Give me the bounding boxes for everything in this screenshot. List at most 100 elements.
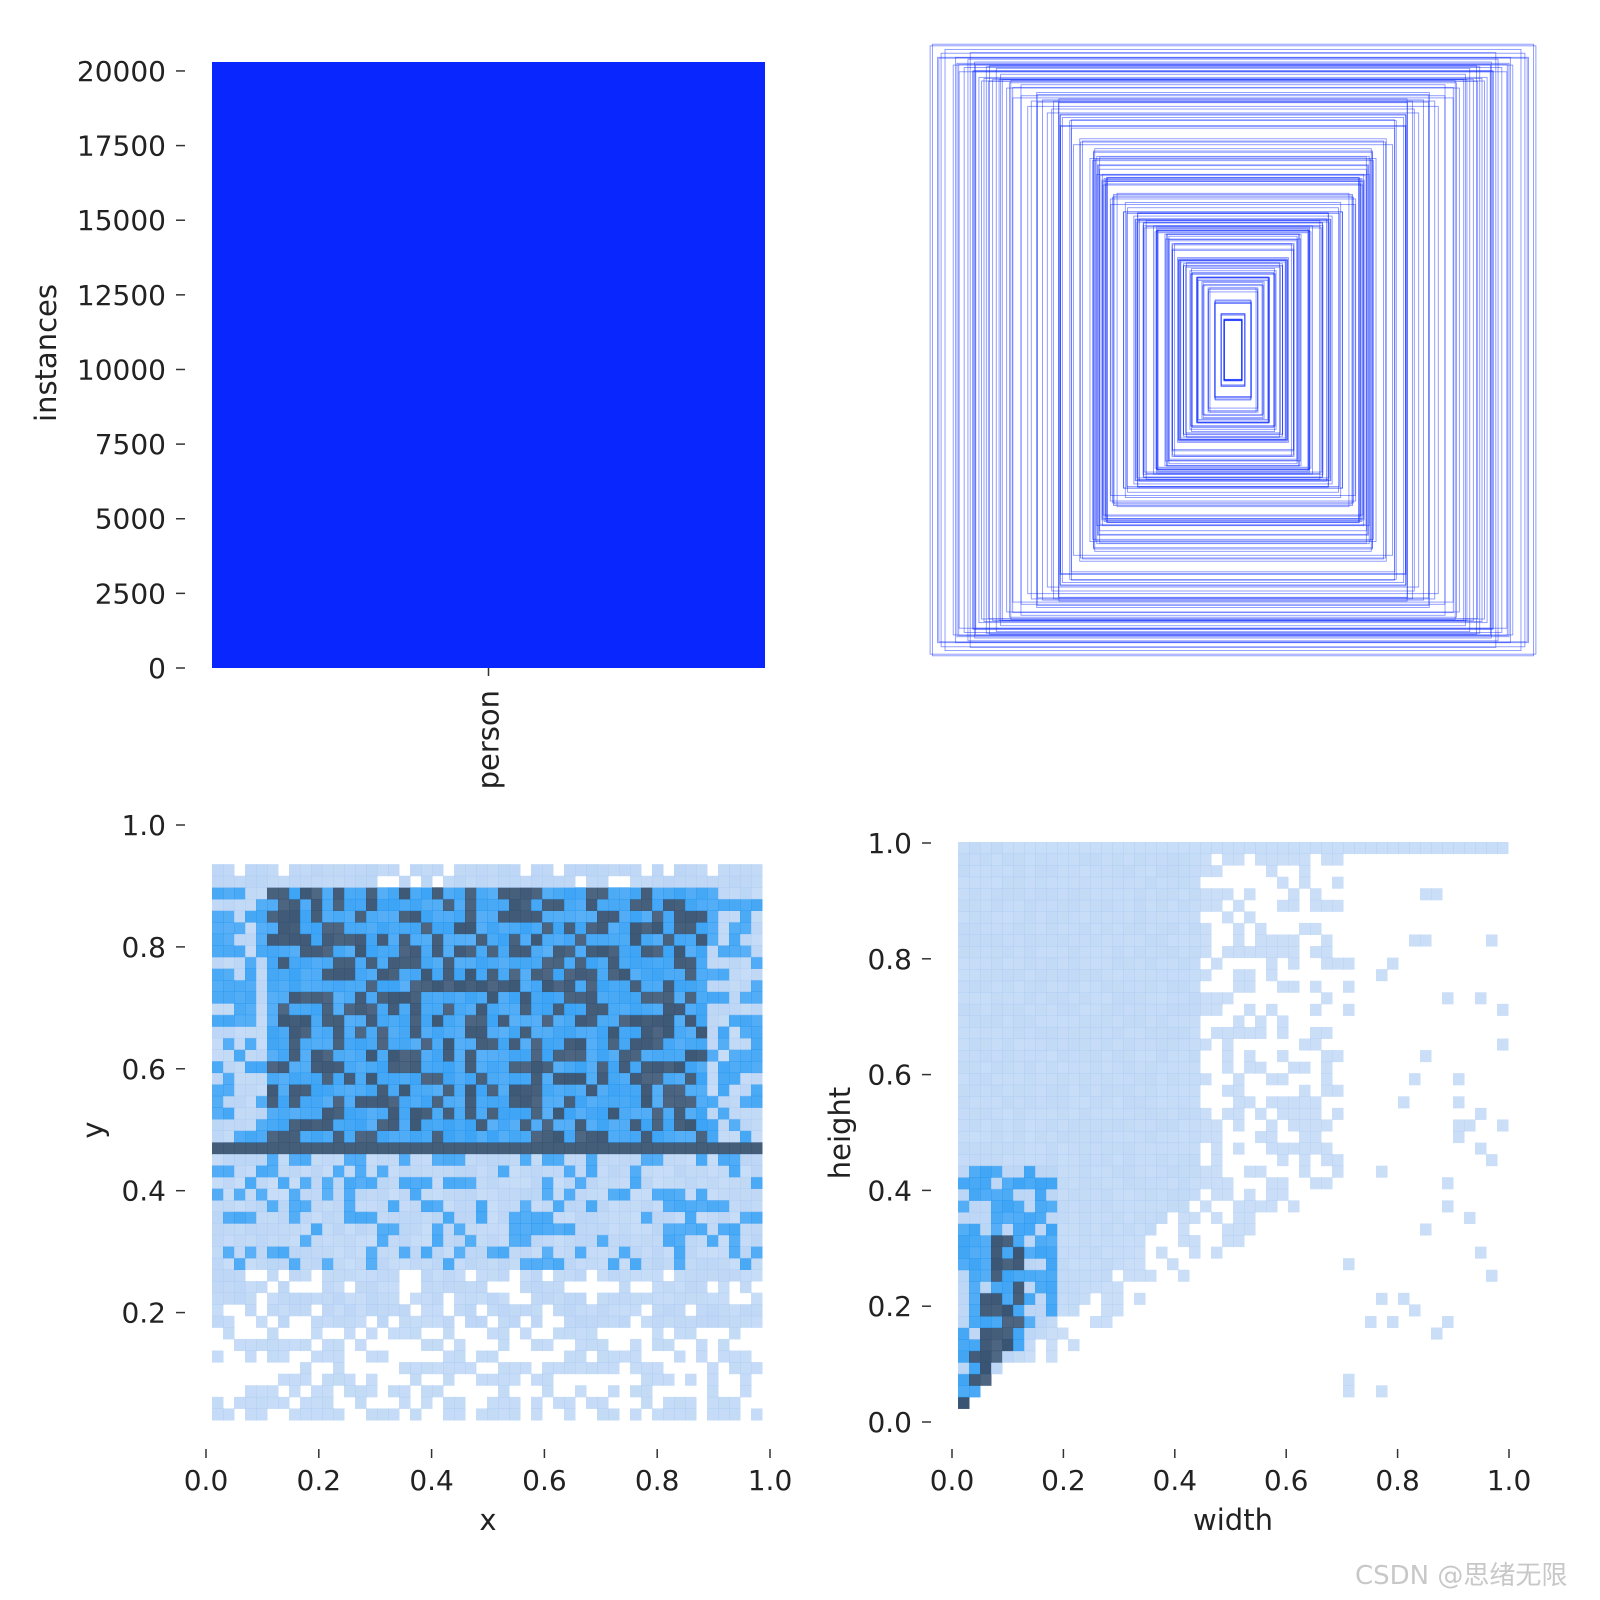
heatmap-cell bbox=[498, 1130, 510, 1143]
heatmap-cell bbox=[696, 1014, 708, 1027]
heatmap-cell bbox=[575, 1269, 587, 1282]
heatmap-cell bbox=[256, 1408, 268, 1421]
heatmap-cell bbox=[652, 1165, 664, 1178]
heatmap-cell bbox=[1431, 1327, 1443, 1340]
heatmap-cell bbox=[256, 1338, 268, 1352]
heatmap-cell bbox=[1288, 888, 1300, 901]
heatmap-cell bbox=[1310, 922, 1322, 935]
heatmap-cell bbox=[1035, 1107, 1047, 1120]
heatmap-cell bbox=[586, 1396, 598, 1409]
heatmap-cell bbox=[1310, 1026, 1322, 1040]
heatmap-cell bbox=[487, 1084, 499, 1097]
heatmap-cell bbox=[1002, 865, 1014, 878]
heatmap-cell bbox=[608, 1211, 620, 1224]
heatmap-cell bbox=[388, 1223, 400, 1236]
heatmap-cell bbox=[1101, 1211, 1113, 1224]
heatmap-cell bbox=[652, 968, 664, 981]
heatmap-cell bbox=[399, 1362, 411, 1375]
heatmap-cell bbox=[300, 1223, 312, 1236]
heatmap-cell bbox=[1134, 992, 1146, 1005]
heatmap-cell bbox=[619, 1257, 631, 1270]
heatmap-cell bbox=[322, 1223, 334, 1236]
heatmap-cell bbox=[1420, 888, 1432, 901]
heatmap-cell bbox=[1035, 957, 1047, 970]
heatmap-cell bbox=[696, 1211, 708, 1224]
heatmap-cell bbox=[1420, 1050, 1432, 1063]
bounding-box-overlay-chart bbox=[929, 43, 1537, 657]
heatmap-cell bbox=[322, 1153, 334, 1166]
heatmap-cell bbox=[1189, 946, 1201, 959]
heatmap-cell bbox=[1090, 957, 1102, 970]
heatmap-cell bbox=[1002, 1084, 1014, 1097]
heatmap-cell bbox=[663, 1281, 675, 1294]
heatmap-cell bbox=[520, 1199, 532, 1213]
heatmap-cell bbox=[1112, 1235, 1124, 1248]
y-tick-label: 0.4 bbox=[867, 1174, 912, 1207]
heatmap-cell bbox=[245, 991, 257, 1004]
heatmap-cell bbox=[696, 979, 708, 993]
heatmap-cell bbox=[498, 1107, 510, 1120]
heatmap-cell bbox=[586, 1165, 598, 1178]
heatmap-cell bbox=[333, 864, 345, 877]
heatmap-cell bbox=[718, 875, 730, 888]
heatmap-cell bbox=[1057, 946, 1069, 959]
heatmap-cell bbox=[575, 1153, 587, 1166]
heatmap-cell bbox=[969, 1188, 981, 1201]
heatmap-cell bbox=[1442, 1200, 1454, 1213]
heatmap-cell bbox=[421, 1269, 433, 1282]
heatmap-cell bbox=[1233, 1200, 1245, 1213]
heatmap-cell bbox=[212, 1257, 224, 1270]
heatmap-cell bbox=[300, 1199, 312, 1213]
heatmap-cell bbox=[1167, 922, 1179, 935]
heatmap-cell bbox=[388, 1327, 400, 1340]
heatmap-cell bbox=[1112, 1258, 1124, 1271]
heatmap-cell bbox=[718, 887, 730, 900]
heatmap-cell bbox=[630, 887, 642, 900]
bbox-outline bbox=[1203, 284, 1263, 416]
heatmap-cell bbox=[212, 1315, 224, 1328]
heatmap-cell bbox=[1222, 946, 1234, 959]
heatmap-cell bbox=[1167, 1038, 1179, 1051]
heatmap-cell bbox=[575, 1084, 587, 1097]
heatmap-cell bbox=[476, 1234, 488, 1247]
heatmap-cell bbox=[751, 1037, 763, 1050]
heatmap-cell bbox=[641, 1118, 653, 1131]
heatmap-cell bbox=[399, 1003, 411, 1016]
heatmap-cell bbox=[1090, 1026, 1102, 1040]
heatmap-cell bbox=[1057, 1281, 1069, 1294]
heatmap-cell bbox=[234, 1396, 246, 1409]
heatmap-cell bbox=[289, 1084, 301, 1097]
heatmap-cell bbox=[1288, 1061, 1300, 1074]
heatmap-cell bbox=[1244, 1165, 1256, 1178]
heatmap-cell bbox=[234, 1165, 246, 1178]
heatmap-cell bbox=[1024, 853, 1036, 866]
heatmap-cell bbox=[333, 1199, 345, 1213]
heatmap-cell bbox=[740, 1026, 752, 1039]
heatmap-cell bbox=[991, 1084, 1003, 1097]
heatmap-cell bbox=[729, 922, 741, 935]
heatmap-cell bbox=[432, 1338, 444, 1352]
heatmap-cell bbox=[1068, 1188, 1080, 1201]
heatmap-cell bbox=[410, 1014, 422, 1027]
heatmap-cell bbox=[1145, 911, 1157, 924]
heatmap-cell bbox=[1299, 1084, 1311, 1097]
heatmap-cell bbox=[344, 1084, 356, 1097]
heatmap-cell bbox=[366, 979, 378, 993]
heatmap-cell bbox=[707, 933, 719, 946]
heatmap-cell bbox=[388, 1026, 400, 1039]
heatmap-cell bbox=[641, 1234, 653, 1247]
heatmap-cell bbox=[630, 1292, 642, 1305]
heatmap-cell bbox=[410, 887, 422, 900]
heatmap-cell bbox=[1024, 1235, 1036, 1248]
heatmap-cell bbox=[641, 933, 653, 946]
heatmap-cell bbox=[1068, 992, 1080, 1005]
heatmap-cell bbox=[718, 1003, 730, 1016]
heatmap-cell bbox=[256, 1107, 268, 1120]
bbox-outline bbox=[1098, 165, 1368, 535]
heatmap-cell bbox=[597, 1153, 609, 1166]
heatmap-cell bbox=[1431, 842, 1443, 855]
heatmap-cell bbox=[366, 1095, 378, 1108]
heatmap-cell bbox=[223, 1234, 235, 1247]
heatmap-cell bbox=[432, 1095, 444, 1108]
heatmap-cell bbox=[355, 1014, 367, 1027]
